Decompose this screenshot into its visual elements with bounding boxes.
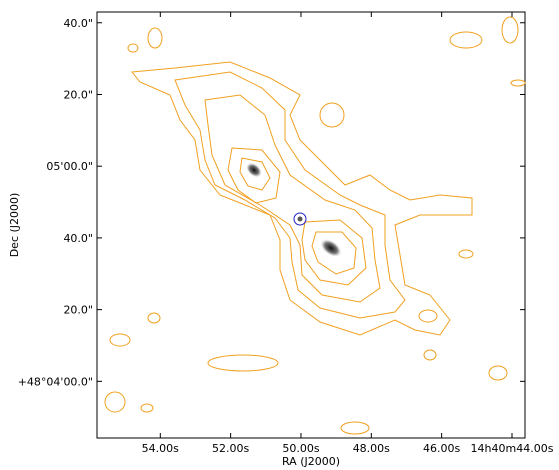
contour: [301, 219, 367, 286]
y-tick-label: 20.0": [63, 304, 93, 317]
contour: [239, 157, 271, 191]
contour: [501, 16, 519, 44]
y-tick-label: 20.0": [63, 88, 93, 101]
contour: [319, 102, 345, 128]
contour: [423, 349, 437, 361]
contour: [340, 421, 370, 435]
contour: [458, 249, 474, 259]
galaxy: [246, 162, 262, 178]
contour: [227, 147, 281, 204]
contour: [418, 309, 438, 323]
galaxy: [320, 239, 342, 257]
contour: [174, 71, 406, 319]
contours: [104, 16, 526, 435]
x-tick-label: 14h40m44.00s: [471, 442, 554, 455]
y-tick-label: 05'00.0": [46, 160, 93, 173]
marker-circle: [293, 212, 307, 226]
contour: [147, 312, 161, 324]
x-tick-label: 52.00s: [212, 442, 249, 455]
y-tick-label: +48°04'00.0": [18, 375, 93, 388]
contour: [510, 79, 526, 87]
x-axis-label: RA (J2000): [282, 455, 340, 468]
x-tick-label: 54.00s: [142, 442, 179, 455]
x-tick-label: 50.00s: [282, 442, 319, 455]
y-tick-label: 40.0": [63, 232, 93, 245]
contour: [488, 365, 508, 381]
source: [297, 216, 303, 222]
contour: [104, 391, 126, 413]
contour: [127, 43, 139, 53]
contour: [140, 403, 154, 413]
contour: [109, 333, 131, 347]
x-tick-label: 46.00s: [423, 442, 460, 455]
contour: [131, 61, 473, 336]
contour: [204, 94, 381, 303]
contour: [207, 354, 279, 372]
x-tick-label: 48.00s: [353, 442, 390, 455]
contour: [311, 231, 357, 275]
y-tick-label: 40.0": [63, 17, 93, 30]
y-axis-label: Dec (J2000): [8, 193, 21, 258]
contour: [147, 27, 163, 49]
plot-area: [96, 11, 526, 439]
contour: [449, 31, 483, 49]
